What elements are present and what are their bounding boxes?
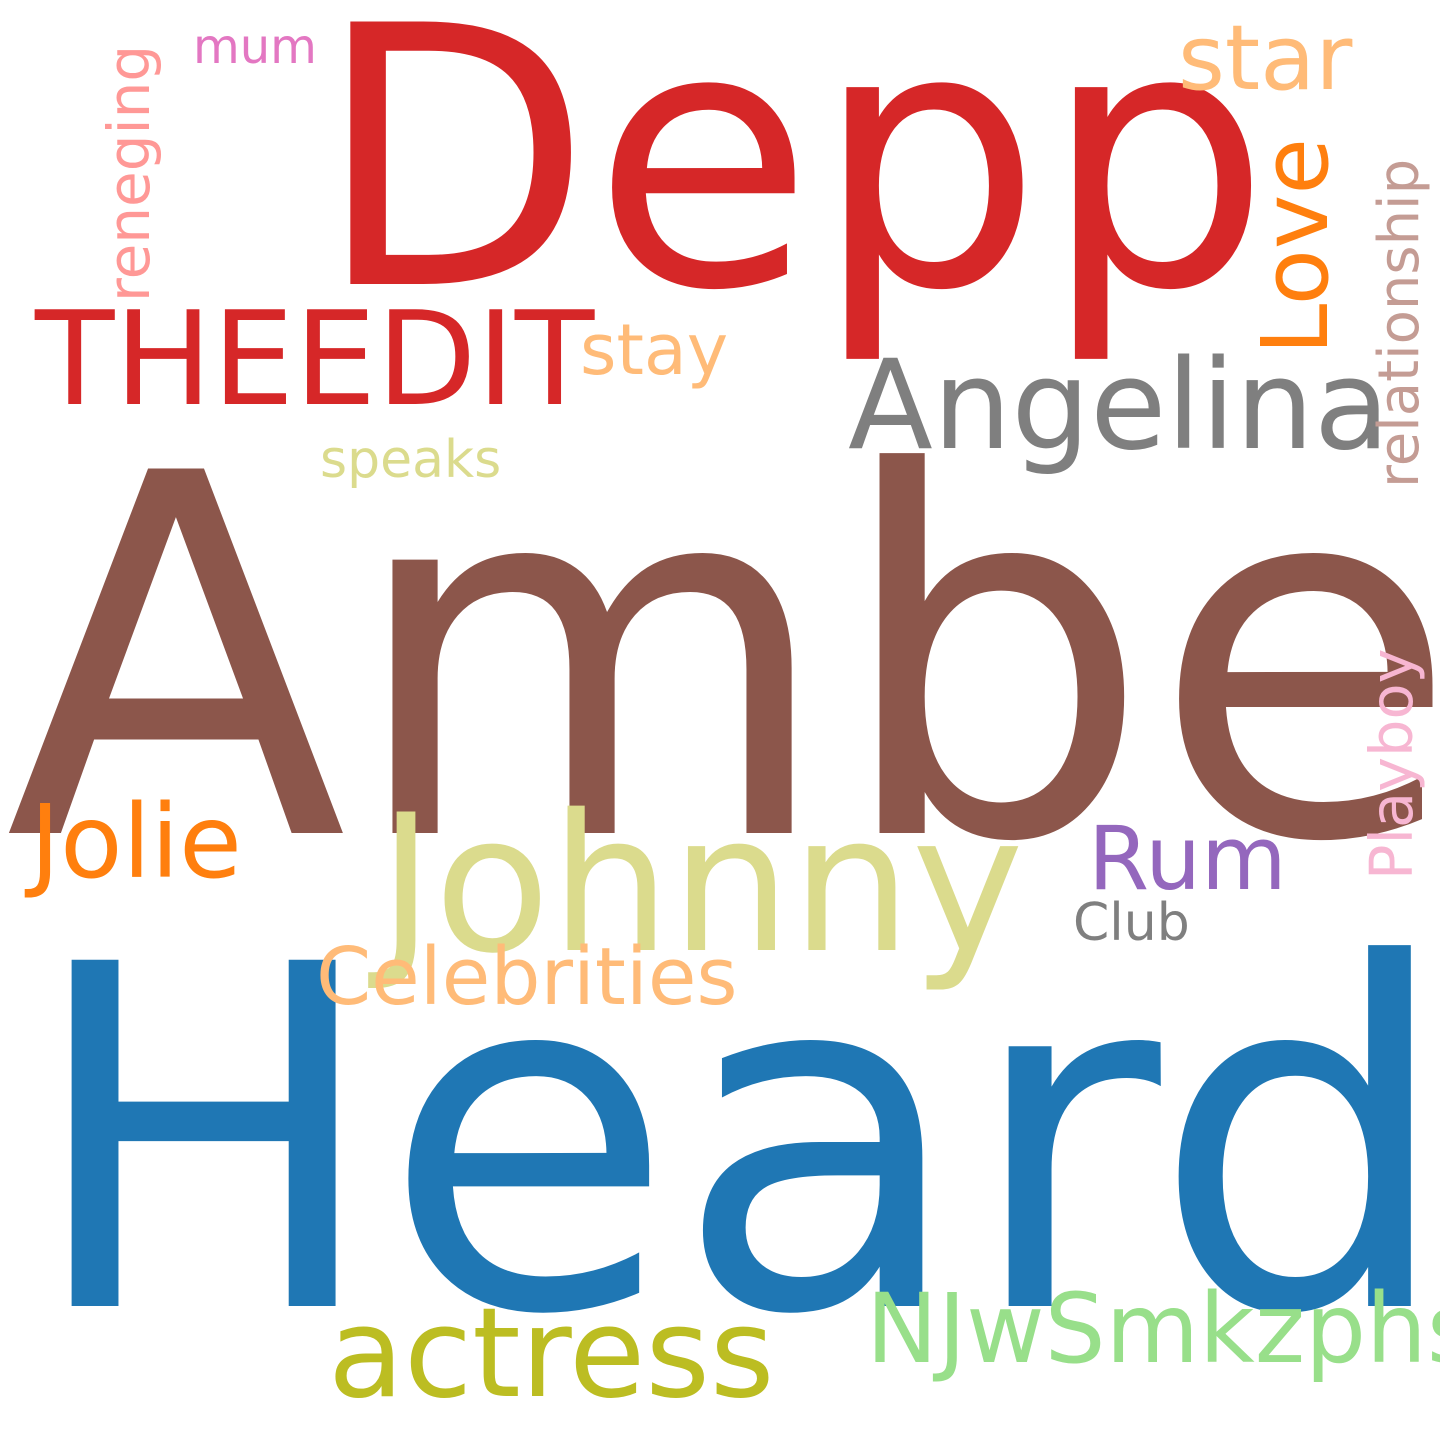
word-reneging: reneging — [95, 44, 163, 302]
word-playboy: Playboy — [1357, 648, 1426, 880]
word-rum: Rum — [1088, 807, 1287, 910]
word-theedit: THEEDIT — [35, 283, 595, 435]
word-heard: Heard — [25, 866, 1440, 1419]
word-love[interactable]: Love — [1242, 138, 1349, 355]
word-amber: Amber — [5, 369, 1440, 951]
word-angelina: Angelina — [848, 334, 1390, 478]
word-actress: actress — [328, 1282, 775, 1426]
word-njwsmkzphs: NJwSmkzphs — [866, 1273, 1440, 1385]
word-star: star — [1178, 6, 1353, 111]
word-johnny: Johnny — [378, 774, 1024, 995]
word-relationship: relationship — [1367, 158, 1432, 488]
word-stay: stay — [580, 309, 729, 391]
word-jolie: Jolie — [30, 783, 242, 902]
word-club: Club — [1073, 893, 1190, 953]
word-mum: mum — [193, 19, 317, 75]
word-celebrities: Celebrities — [316, 931, 738, 1023]
word-depp: Depp — [315, 0, 1271, 369]
word-speaks: speaks — [320, 430, 502, 490]
